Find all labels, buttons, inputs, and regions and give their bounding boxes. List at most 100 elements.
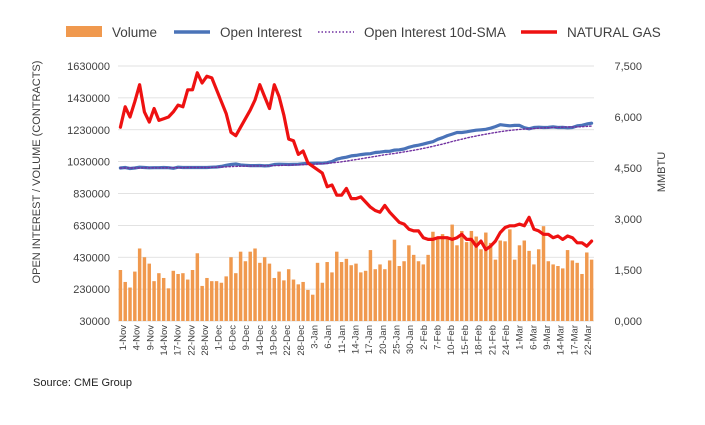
volume-bar [161,277,166,321]
volume-bar [157,273,161,321]
volume-bar [402,261,406,321]
x-tick-label: 22-Nov [186,325,197,356]
volume-bar [185,279,190,321]
x-tick-label: 17-Nov [173,325,184,356]
x-tick-label: 22-Mar [583,325,594,355]
volume-bar [368,250,373,321]
left-tick-label: 230000 [73,284,110,296]
legend-label: NATURAL GAS [567,25,661,40]
volume-bar [460,230,464,321]
right-tick-label: 1,500 [614,265,642,277]
volume-bar [243,261,248,321]
volume-bar [219,282,224,321]
volume-bar [133,271,137,321]
x-tick-label: 14-Jan [351,325,362,354]
left-tick-label: 30000 [79,316,110,328]
volume-bar [258,262,262,321]
volume-bar [229,257,233,321]
volume-bar [359,272,363,321]
source-note: Source: CME Group [33,377,133,389]
x-tick-label: 1-Dec [214,325,225,351]
x-tick-label: 2-Feb [419,325,430,350]
volume-bar [484,232,488,321]
x-tick-label: 9-Nov [145,325,156,351]
volume-bar [210,281,214,321]
volume-bar [363,270,368,321]
x-tick-label: 22-Dec [282,325,293,356]
volume-bar [176,273,180,321]
left-axis-label: OPEN INTEREST / VOLUME (CONTRACTS) [31,61,43,284]
x-tick-label: 11-Jan [337,325,348,353]
legend-label: Volume [112,25,157,40]
volume-bar [556,266,560,321]
volume-bar [440,234,445,321]
volume-bar [214,281,219,321]
volume-bar [450,224,454,321]
volume-bar [339,262,344,321]
natural-gas-line [118,71,594,252]
volume-bar [383,269,387,321]
x-tick-label: 21-Feb [487,325,498,355]
x-tick-label: 15-Feb [460,325,471,355]
volume-bar [118,270,123,321]
volume-bar [262,257,267,321]
volume-bar [479,249,483,321]
left-tick-label: 1230000 [67,125,110,137]
volume-bar [512,259,517,321]
right-axis-label: MMBTU [656,152,668,192]
volume-bar [589,259,594,321]
volume-bar [320,282,325,321]
volume-bar [565,250,570,321]
legend-label: Open Interest [220,25,302,40]
legend: Volume Open Interest Open Interest 10d-SMA… [66,25,661,40]
x-tick-label: 14-Mar [556,325,567,355]
volume-bar [310,294,315,321]
x-tick-label: 7-Feb [433,325,444,350]
x-tick-label: 25-Jan [392,325,403,354]
volume-bar [325,262,329,321]
x-tick-label: 9-Dec [241,325,252,351]
volume-bar [277,271,281,321]
volume-bar [373,269,377,321]
volume-bar [546,261,551,321]
volume-bar [315,262,320,321]
volume-bar [421,264,426,321]
left-tick-label: 1630000 [67,61,110,73]
volume-bar [195,253,200,321]
left-tick-label: 630000 [73,220,110,232]
volume-bar [181,273,185,321]
left-tick-label: 830000 [73,189,110,201]
x-tick-label: 4-Nov [132,325,143,351]
volume-bar [426,254,430,321]
volume-bar [570,260,575,321]
volume-bar [527,250,531,321]
volume-bar [248,251,252,321]
volume-bar [493,259,498,321]
volume-bar [508,229,512,321]
volume-bar [397,266,402,321]
x-tick-label: 6-Dec [227,325,238,351]
volume-bar [335,251,339,321]
x-tick-label: 6-Jan [323,325,334,349]
x-tick-label: 10-Feb [446,325,457,355]
volume-bar [171,270,176,321]
left-tick-label: 1430000 [67,93,110,105]
volume-bar [301,281,305,321]
right-axis-ticks: 0,000 1,500 3,000 4,500 6,000 7,500 [614,61,642,328]
volume-bar [536,249,541,321]
volume-bar [190,270,195,321]
x-tick-label: 1-Mar [515,325,526,350]
right-tick-label: 6,000 [614,112,642,124]
volume-bar [498,240,502,321]
volume-bar [416,261,421,321]
volume-bar [137,248,142,321]
x-tick-label: 28-Dec [296,325,307,356]
volume-bar [142,257,147,321]
volume-bar [541,226,546,321]
right-tick-label: 4,500 [614,163,642,175]
volume-bar [272,277,276,321]
volume-bar [253,248,257,321]
volume-bar [551,264,555,321]
volume-bar [575,262,579,321]
volume-bar [205,277,209,321]
